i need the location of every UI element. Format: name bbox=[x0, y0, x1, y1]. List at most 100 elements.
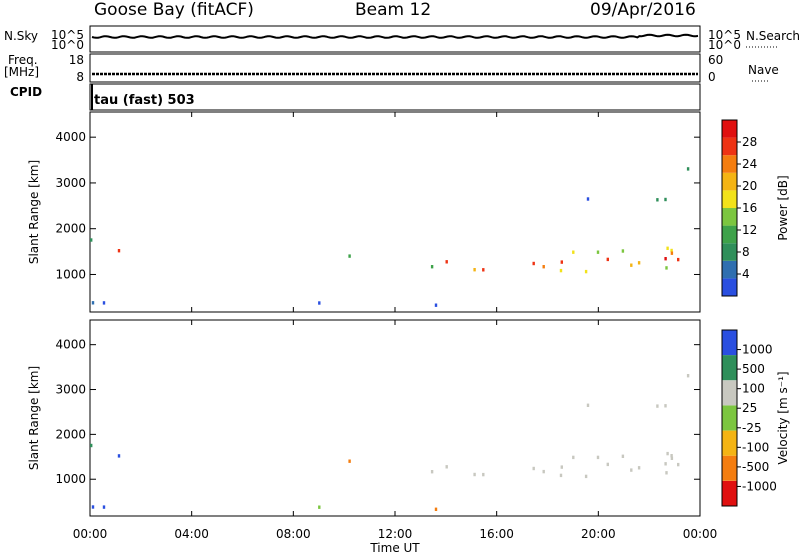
x-tick-label: 00:00 bbox=[683, 527, 718, 541]
x-tick-label: 08:00 bbox=[276, 527, 311, 541]
velocity-cell bbox=[664, 462, 667, 466]
power-colorbar-tick-label: 20 bbox=[742, 179, 757, 193]
power-colorbar-swatch bbox=[722, 120, 737, 138]
velocity-cell bbox=[606, 462, 609, 467]
freq-tick-top-right: 60 bbox=[708, 53, 724, 67]
power-panel-frame bbox=[89, 111, 701, 313]
power-colorbar-swatch bbox=[722, 260, 737, 279]
power-colorbar-tick-label: 12 bbox=[742, 223, 757, 237]
velocity-cell bbox=[586, 403, 590, 407]
power-cell bbox=[473, 268, 476, 272]
y-tick-label: 1000 bbox=[55, 267, 86, 281]
x-tick-label: 04:00 bbox=[174, 527, 209, 541]
velocity-colorbar-tick-label: -25 bbox=[742, 421, 762, 435]
freq-tick-bottom-right: 0 bbox=[708, 70, 716, 84]
power-colorbar-swatch bbox=[722, 278, 737, 296]
y-tick-label: 4000 bbox=[55, 338, 86, 352]
power-cell bbox=[584, 269, 588, 274]
power-cell bbox=[91, 301, 95, 305]
power-colorbar-tick-label: 16 bbox=[742, 201, 757, 215]
velocity-colorbar-tick-label: 500 bbox=[742, 362, 765, 376]
power-cell bbox=[666, 246, 669, 250]
power-colorbar-swatch bbox=[722, 225, 737, 244]
power-cell bbox=[664, 257, 667, 261]
velocity-cell bbox=[637, 466, 641, 470]
velocity-colorbar-swatch bbox=[722, 380, 737, 406]
y-tick-label: 3000 bbox=[55, 176, 86, 190]
power-cell bbox=[572, 250, 575, 254]
velocity-colorbar-tick-label: 100 bbox=[742, 382, 765, 396]
station-title: Goose Bay (fitACF) bbox=[94, 0, 254, 20]
nsky-trace bbox=[91, 33, 699, 39]
power-cell bbox=[542, 265, 545, 269]
power-cell bbox=[686, 167, 690, 171]
power-cell bbox=[621, 249, 625, 253]
velocity-cell bbox=[584, 474, 588, 479]
power-cell bbox=[637, 261, 641, 265]
velocity-cell bbox=[665, 471, 668, 475]
velocity-cell bbox=[532, 466, 535, 471]
power-cell bbox=[559, 268, 563, 273]
x-tick-label: 20:00 bbox=[581, 527, 616, 541]
power-cell bbox=[656, 198, 659, 202]
beam-title: Beam 12 bbox=[355, 0, 432, 20]
freq-unit-label: [MHz] bbox=[4, 65, 40, 79]
velocity-panel-frame bbox=[89, 319, 701, 517]
power-cell bbox=[596, 250, 600, 254]
power-cell bbox=[90, 238, 93, 242]
velocity-cell bbox=[434, 507, 438, 511]
velocity-colorbar-swatch bbox=[722, 430, 737, 456]
velocity-colorbar-tick-label: 1000 bbox=[742, 343, 773, 357]
power-cell bbox=[348, 254, 351, 258]
velocity-cell bbox=[482, 472, 485, 477]
power-cell bbox=[102, 301, 106, 305]
y-axis-label: Slant Range [km] bbox=[27, 366, 41, 470]
velocity-colorbar-tick-label: -100 bbox=[742, 440, 769, 454]
velocity-cell bbox=[670, 454, 673, 458]
y-axis-label: Slant Range [km] bbox=[27, 160, 41, 264]
y-tick-label: 4000 bbox=[55, 130, 86, 144]
power-colorbar-swatch bbox=[722, 190, 737, 208]
power-cell bbox=[630, 263, 633, 267]
y-tick-label: 1000 bbox=[55, 472, 86, 486]
power-heatmap bbox=[90, 167, 690, 307]
velocity-heatmap bbox=[90, 374, 690, 511]
nsky-label: N.Sky bbox=[4, 29, 39, 43]
velocity-colorbar-swatch bbox=[722, 480, 737, 506]
velocity-cell bbox=[621, 454, 625, 458]
noise-tick-top-left: 10^5 bbox=[51, 28, 84, 42]
power-cell bbox=[670, 248, 673, 253]
power-colorbar-tick-label: 24 bbox=[742, 157, 757, 171]
noise-tick-bottom-right: 10^0 bbox=[708, 38, 741, 52]
velocity-colorbar-swatch bbox=[722, 355, 737, 381]
power-cell bbox=[482, 268, 485, 272]
power-cell bbox=[430, 265, 434, 269]
velocity-colorbar-swatch bbox=[722, 405, 737, 431]
power-colorbar-swatch bbox=[722, 137, 737, 156]
power-colorbar-label: Power [dB] bbox=[776, 175, 790, 240]
cpid-panel-frame bbox=[89, 83, 701, 111]
velocity-cell bbox=[473, 472, 476, 477]
y-tick-label: 3000 bbox=[55, 383, 86, 397]
velocity-colorbar-swatch bbox=[722, 330, 737, 356]
power-colorbar-tick-label: 8 bbox=[742, 245, 750, 259]
velocity-colorbar-label: Velocity [m s⁻¹] bbox=[776, 371, 790, 464]
power-cell bbox=[445, 260, 448, 264]
tick-layer: 1000 2000 3000 4000 Slant Range [km] 1000 2000… bbox=[27, 112, 717, 554]
power-colorbar-swatch bbox=[722, 155, 737, 173]
x-axis-label: Time UT bbox=[369, 541, 420, 554]
velocity-cell bbox=[572, 455, 575, 460]
date-title: 09/Apr/2016 bbox=[590, 0, 696, 20]
power-cell bbox=[670, 251, 674, 255]
velocity-colorbar-swatch bbox=[722, 455, 737, 481]
noise-tick-top-right: 10^5 bbox=[708, 28, 741, 42]
velocity-cell bbox=[445, 465, 448, 469]
power-cell bbox=[677, 257, 680, 262]
x-tick-label: 16:00 bbox=[479, 527, 514, 541]
nsearch-label: N.Search bbox=[746, 29, 800, 43]
velocity-cell bbox=[542, 469, 545, 474]
freq-tick-bottom-left: 8 bbox=[76, 70, 84, 84]
colorbars: 4 8 12 16 20 24 28 Power [dB] -1000 -500 -100 -25 25… bbox=[721, 119, 790, 507]
velocity-colorbar-frame bbox=[721, 329, 738, 507]
